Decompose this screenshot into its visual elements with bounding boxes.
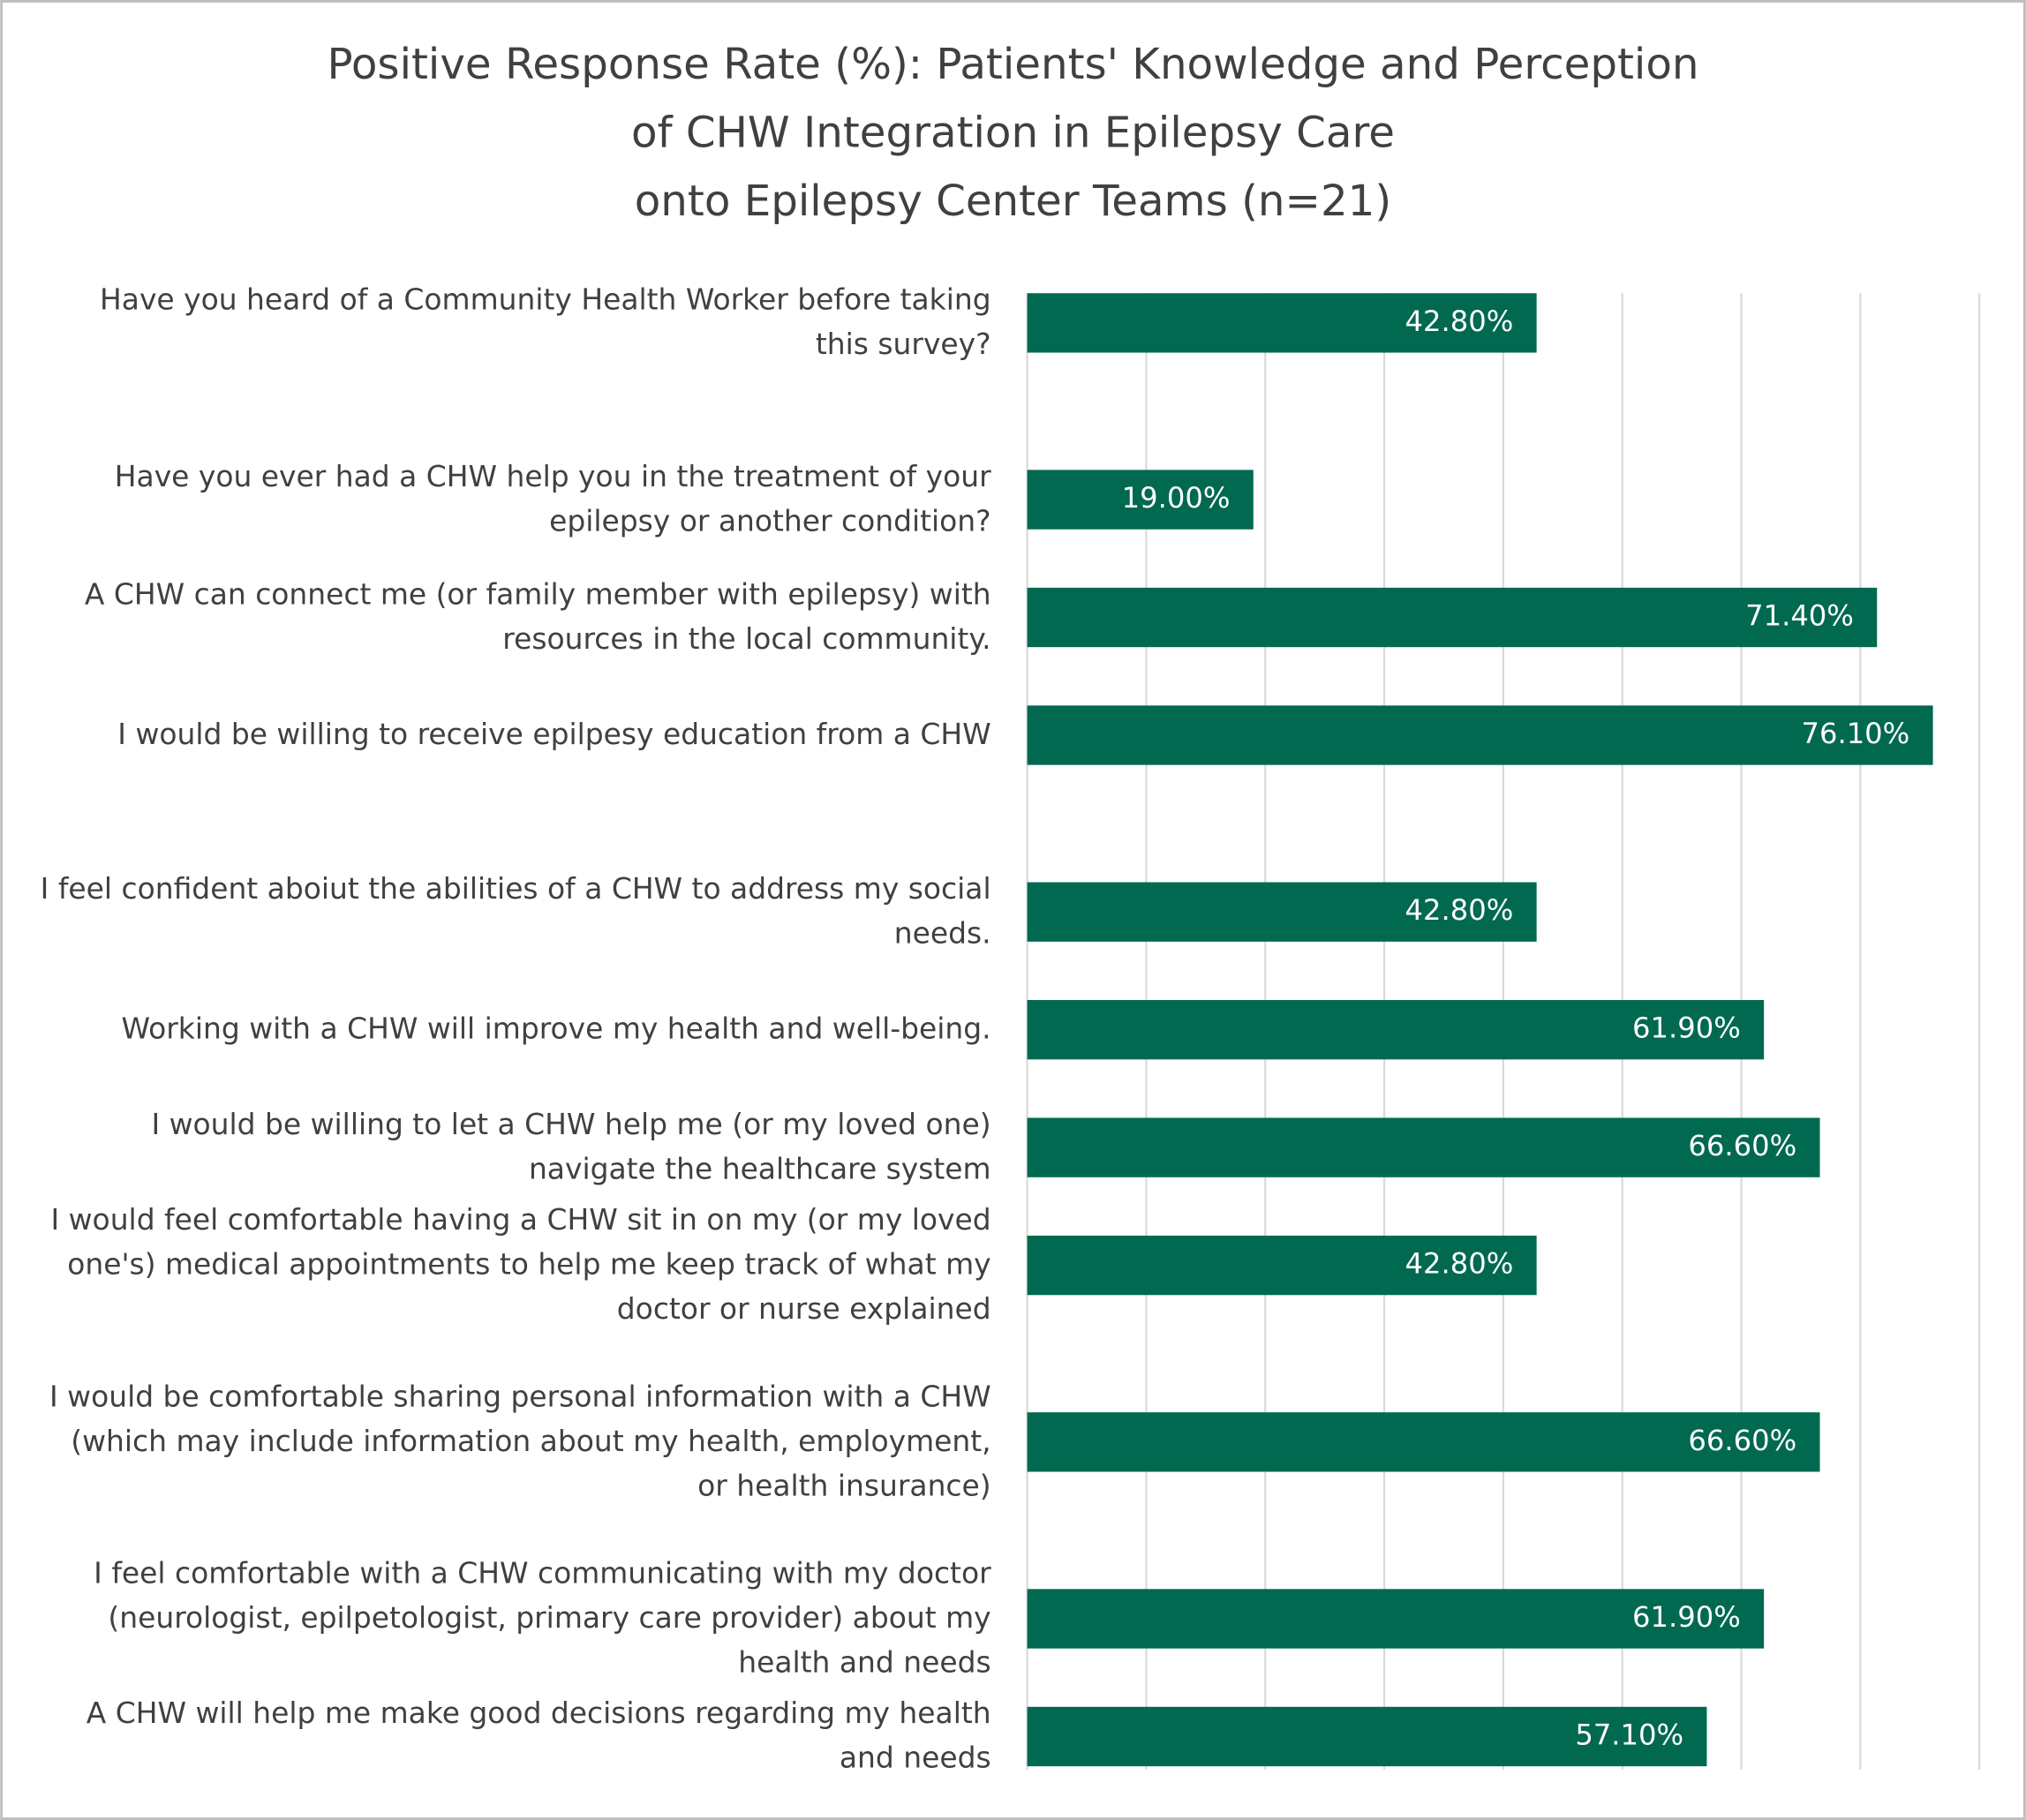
bar bbox=[1027, 1117, 1820, 1177]
bar bbox=[1027, 705, 1933, 765]
category-label: I would be willing to receive epilpesy e… bbox=[117, 716, 990, 750]
value-label: 42.80% bbox=[1405, 893, 1514, 927]
bar bbox=[1027, 1706, 1707, 1767]
bar bbox=[1027, 1235, 1537, 1296]
value-label: 61.90% bbox=[1632, 1600, 1741, 1634]
category-label: Working with a CHW will improve my healt… bbox=[122, 1011, 991, 1045]
category-label: I would be comfortable sharing personal … bbox=[49, 1379, 991, 1502]
chart-title: Positive Response Rate (%): Patients' Kn… bbox=[327, 40, 1698, 226]
value-label: 57.10% bbox=[1575, 1718, 1683, 1751]
value-label: 19.00% bbox=[1122, 481, 1231, 515]
value-label: 42.80% bbox=[1405, 305, 1514, 338]
category-label: I feel confident aboiut the abilities of… bbox=[41, 870, 991, 949]
bar bbox=[1027, 1589, 1765, 1649]
value-label: 61.90% bbox=[1632, 1012, 1741, 1045]
category-label: I feel comfortable with a CHW communicat… bbox=[94, 1555, 991, 1679]
category-label: Have you heard of a Community Health Wor… bbox=[100, 282, 991, 360]
category-label: I would feel comfortable having a CHW si… bbox=[50, 1202, 990, 1326]
bar bbox=[1027, 587, 1878, 648]
bar bbox=[1027, 1000, 1765, 1060]
category-label: Have you ever had a CHW help you in the … bbox=[115, 458, 991, 537]
value-label: 76.10% bbox=[1802, 717, 1910, 750]
bar bbox=[1027, 470, 1254, 530]
bar bbox=[1027, 1412, 1820, 1472]
value-label: 66.60% bbox=[1688, 1129, 1796, 1162]
value-label: 66.60% bbox=[1688, 1424, 1796, 1457]
category-label: A CHW will help me make good decisions r… bbox=[87, 1696, 991, 1774]
value-label: 42.80% bbox=[1405, 1247, 1514, 1281]
bar bbox=[1027, 293, 1537, 353]
category-label: A CHW can connect me (or family member w… bbox=[85, 576, 991, 655]
bar bbox=[1027, 882, 1537, 942]
value-label: 71.40% bbox=[1745, 599, 1854, 633]
category-label: I would be willing to let a CHW help me … bbox=[151, 1106, 990, 1185]
